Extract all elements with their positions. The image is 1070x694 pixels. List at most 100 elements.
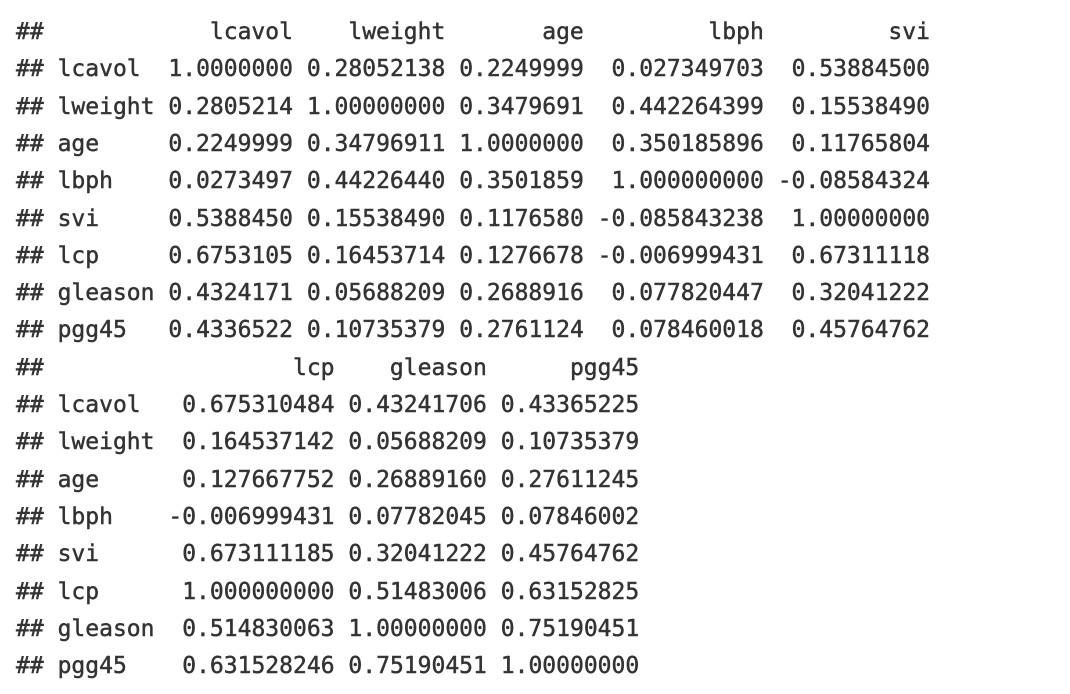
block1-row-lcp: ## lcp 0.6753105 0.16453714 0.1276678 -0…: [16, 238, 930, 275]
correlation-value: 1.0000000: [459, 130, 584, 157]
line-prefix: ##: [16, 429, 44, 456]
correlation-value: 0.027349703: [611, 56, 764, 83]
block2-row-lcp: ## lcp 1.000000000 0.51483006 0.63152825: [16, 574, 640, 611]
correlation-value: 0.32041222: [348, 541, 487, 568]
column-header: pgg45: [569, 354, 640, 381]
block2-row-pgg45: ## pgg45 0.631528246 0.75190451 1.000000…: [16, 648, 640, 685]
line-prefix: ##: [16, 19, 44, 45]
correlation-value: 0.11765804: [791, 130, 931, 157]
correlation-value: 0.26889160: [348, 466, 487, 493]
block2-row-gleason: ## gleason 0.514830063 1.00000000 0.7519…: [16, 611, 640, 648]
row-label: lweight: [57, 429, 155, 456]
row-label: svi: [57, 205, 100, 232]
block2-header-line: ## lcp gleason pgg45: [16, 350, 640, 387]
row-label: svi: [57, 541, 100, 568]
correlation-value: 0.1176580: [459, 205, 584, 232]
block1-row-svi: ## svi 0.5388450 0.15538490 0.1176580 -0…: [16, 201, 930, 238]
correlation-value: 0.077820447: [611, 280, 764, 307]
correlation-value: 0.675310484: [182, 392, 335, 418]
line-prefix: ##: [16, 466, 44, 493]
block2-row-lweight: ## lweight 0.164537142 0.05688209 0.1073…: [16, 424, 640, 461]
line-prefix: ##: [16, 653, 44, 680]
correlation-value: 0.3479691: [459, 93, 584, 120]
correlation-value: 0.67311118: [791, 242, 931, 269]
correlation-value: 0.2249999: [459, 56, 584, 83]
correlation-value: 0.673111185: [182, 541, 335, 568]
correlation-value: 1.00000000: [791, 205, 931, 232]
correlation-value: 0.75190451: [500, 615, 640, 642]
block2-row-svi: ## svi 0.673111185 0.32041222 0.45764762: [16, 536, 640, 573]
column-header: lbph: [708, 19, 764, 45]
line-prefix: ##: [16, 130, 44, 157]
correlation-value: 0.078460018: [611, 317, 764, 344]
correlation-value: 0.63152825: [500, 578, 640, 605]
column-header: lcavol: [209, 19, 294, 45]
correlation-value: 0.10735379: [500, 429, 640, 456]
correlation-value: 1.00000000: [348, 615, 487, 642]
line-prefix: ##: [16, 392, 44, 418]
correlation-value: 0.2761124: [459, 317, 584, 344]
row-label: lcavol: [57, 56, 141, 83]
correlation-value: 0.4324171: [168, 280, 293, 307]
row-label: pgg45: [57, 317, 127, 344]
line-prefix: ##: [16, 280, 44, 307]
correlation-value: 0.10735379: [306, 317, 446, 344]
correlation-value: 0.442264399: [611, 93, 764, 120]
block1-row-lbph: ## lbph 0.0273497 0.44226440 0.3501859 1…: [16, 163, 930, 200]
correlation-value: 0.1276678: [459, 242, 584, 269]
correlation-value: 0.2688916: [459, 280, 584, 307]
row-label: lbph: [57, 168, 113, 195]
correlation-value: 0.15538490: [791, 93, 931, 120]
block1-row-lweight: ## lweight 0.2805214 1.00000000 0.347969…: [16, 89, 930, 126]
correlation-value: 0.53884500: [791, 56, 931, 83]
correlation-value: 0.07782045: [348, 503, 487, 530]
line-prefix: ##: [16, 578, 44, 605]
row-label: lcp: [57, 578, 100, 605]
block2-row-age: ## age 0.127667752 0.26889160 0.27611245: [16, 462, 640, 499]
correlation-value: 0.75190451: [348, 653, 487, 680]
block1-header-line: ## lcavol lweight age lbph svi: [16, 14, 930, 51]
correlation-value: 0.6753105: [168, 242, 293, 269]
correlation-value: 1.0000000: [168, 56, 293, 83]
correlation-value: 0.514830063: [182, 615, 335, 642]
correlation-value: 0.3501859: [459, 168, 584, 195]
correlation-value: -0.006999431: [168, 503, 335, 530]
row-label: lcp: [57, 242, 100, 269]
correlation-value: 0.45764762: [791, 317, 931, 344]
correlation-value: 0.16453714: [306, 242, 446, 269]
correlation-value: 1.000000000: [611, 168, 764, 195]
correlation-value: 0.4336522: [168, 317, 293, 344]
correlation-value: 0.127667752: [182, 466, 335, 493]
correlation-value: 0.164537142: [182, 429, 335, 456]
line-prefix: ##: [16, 168, 44, 195]
column-header: lcp: [292, 354, 335, 381]
correlation-value: 0.0273497: [168, 168, 293, 195]
line-prefix: ##: [16, 541, 44, 568]
correlation-value: 0.15538490: [306, 205, 446, 232]
row-label: age: [57, 466, 100, 493]
correlation-value: 0.5388450: [168, 205, 293, 232]
correlation-value: 0.07846002: [500, 503, 640, 530]
column-header: gleason: [389, 354, 487, 381]
correlation-value: 0.43241706: [348, 392, 487, 418]
correlation-value: 0.51483006: [348, 578, 487, 605]
correlation-value: 0.34796911: [306, 130, 446, 157]
correlation-value: 0.32041222: [791, 280, 931, 307]
line-prefix: ##: [16, 205, 44, 232]
line-prefix: ##: [16, 56, 44, 83]
correlation-value: 1.00000000: [306, 93, 446, 120]
correlation-value: -0.006999431: [597, 242, 764, 269]
block1-row-age: ## age 0.2249999 0.34796911 1.0000000 0.…: [16, 126, 930, 163]
correlation-value: 0.05688209: [306, 280, 446, 307]
block2-row-lbph: ## lbph -0.006999431 0.07782045 0.078460…: [16, 499, 640, 536]
correlation-value: 0.27611245: [500, 466, 640, 493]
correlation-value: 0.43365225: [500, 392, 640, 418]
line-prefix: ##: [16, 317, 44, 344]
row-label: lbph: [57, 503, 113, 530]
correlation-value: 0.28052138: [306, 56, 446, 83]
correlation-value: 1.00000000: [500, 653, 640, 680]
correlation-value: 0.05688209: [348, 429, 487, 456]
block1-row-gleason: ## gleason 0.4324171 0.05688209 0.268891…: [16, 275, 930, 312]
block1-row-pgg45: ## pgg45 0.4336522 0.10735379 0.2761124 …: [16, 312, 930, 349]
